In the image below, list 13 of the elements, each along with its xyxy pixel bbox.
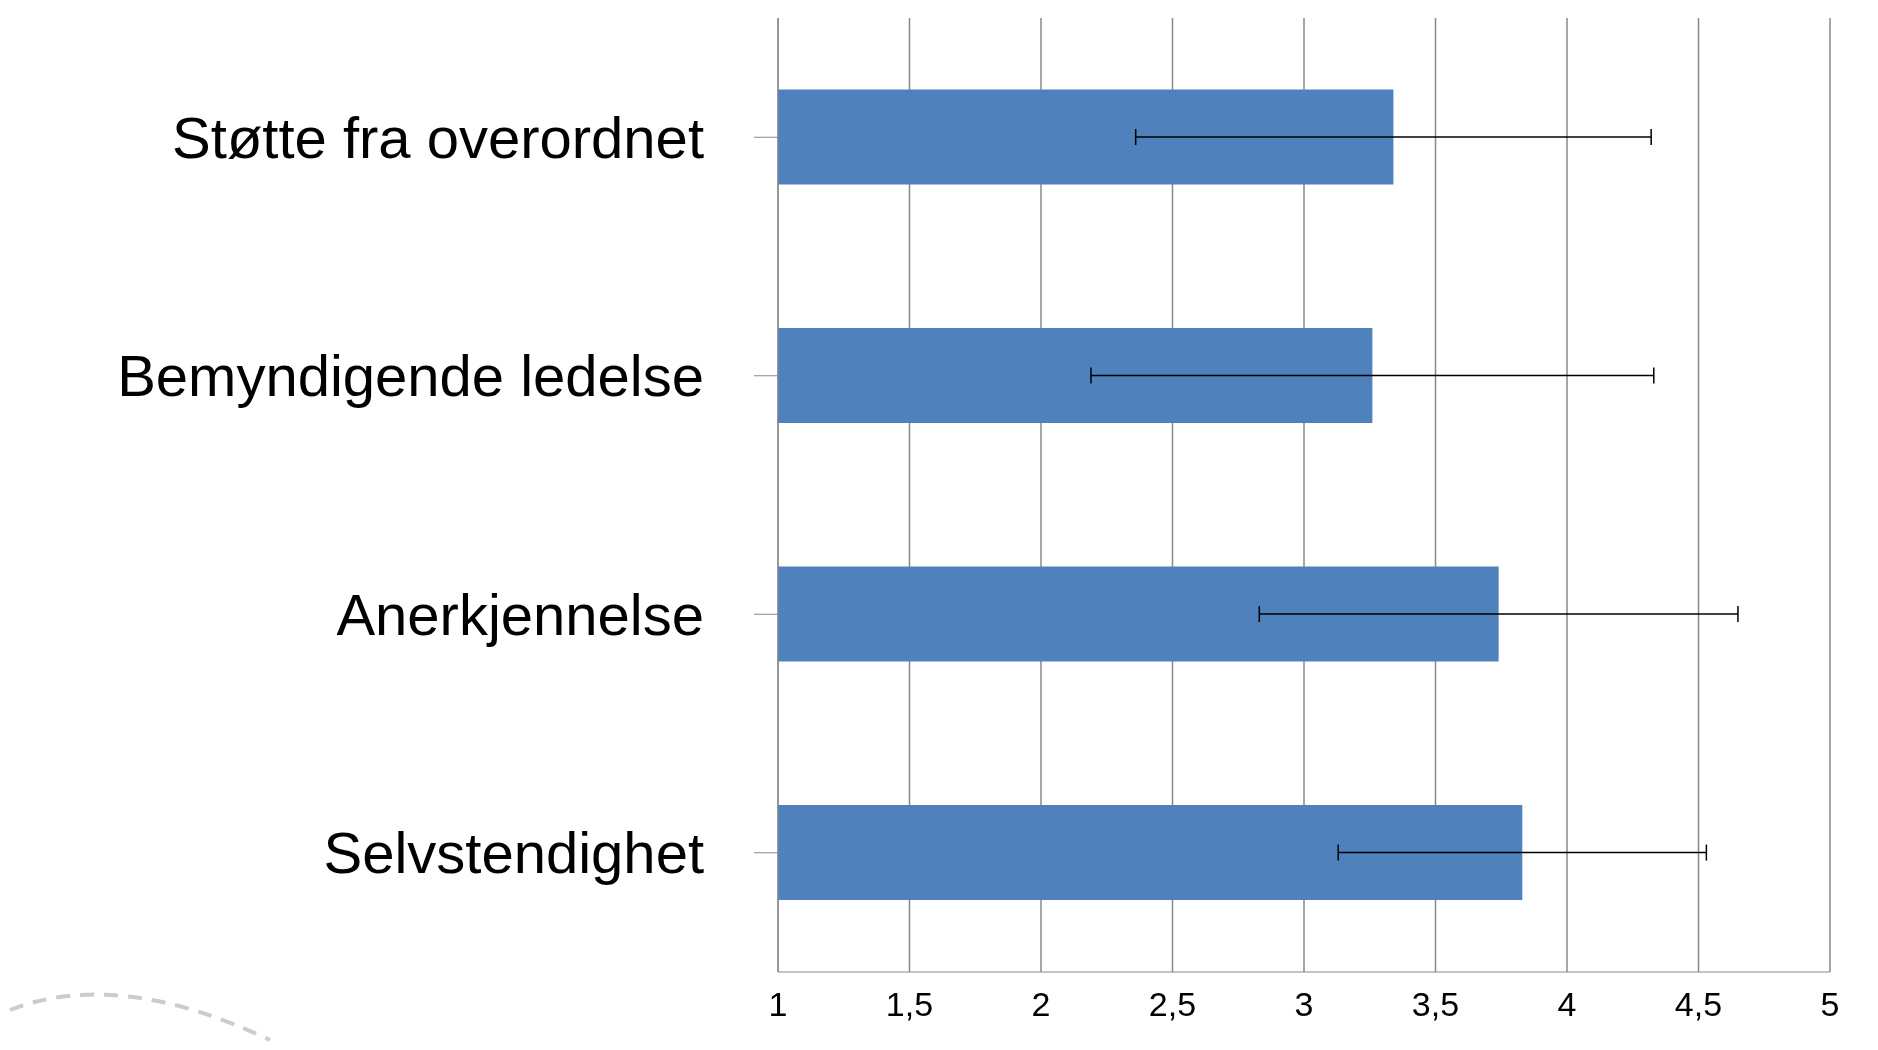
x-tick-label: 5	[1820, 985, 1840, 1024]
x-tick-label: 4	[1557, 985, 1577, 1024]
x-tick-label: 1	[768, 985, 788, 1024]
x-tick-label: 2,5	[1148, 985, 1197, 1024]
x-tick-label: 2	[1031, 985, 1051, 1024]
x-tick-label: 3,5	[1411, 985, 1460, 1024]
y-tick-label: Anerkjennelse	[336, 581, 704, 647]
x-tick-label: 3	[1294, 985, 1314, 1024]
y-tick-label: Bemyndigende ledelse	[117, 343, 704, 409]
y-tick-label: Selvstendighet	[323, 820, 704, 886]
x-tick-label: 1,5	[885, 985, 934, 1024]
y-tick-label: Støtte fra overordnet	[172, 104, 704, 170]
x-tick-label: 4,5	[1674, 985, 1723, 1024]
